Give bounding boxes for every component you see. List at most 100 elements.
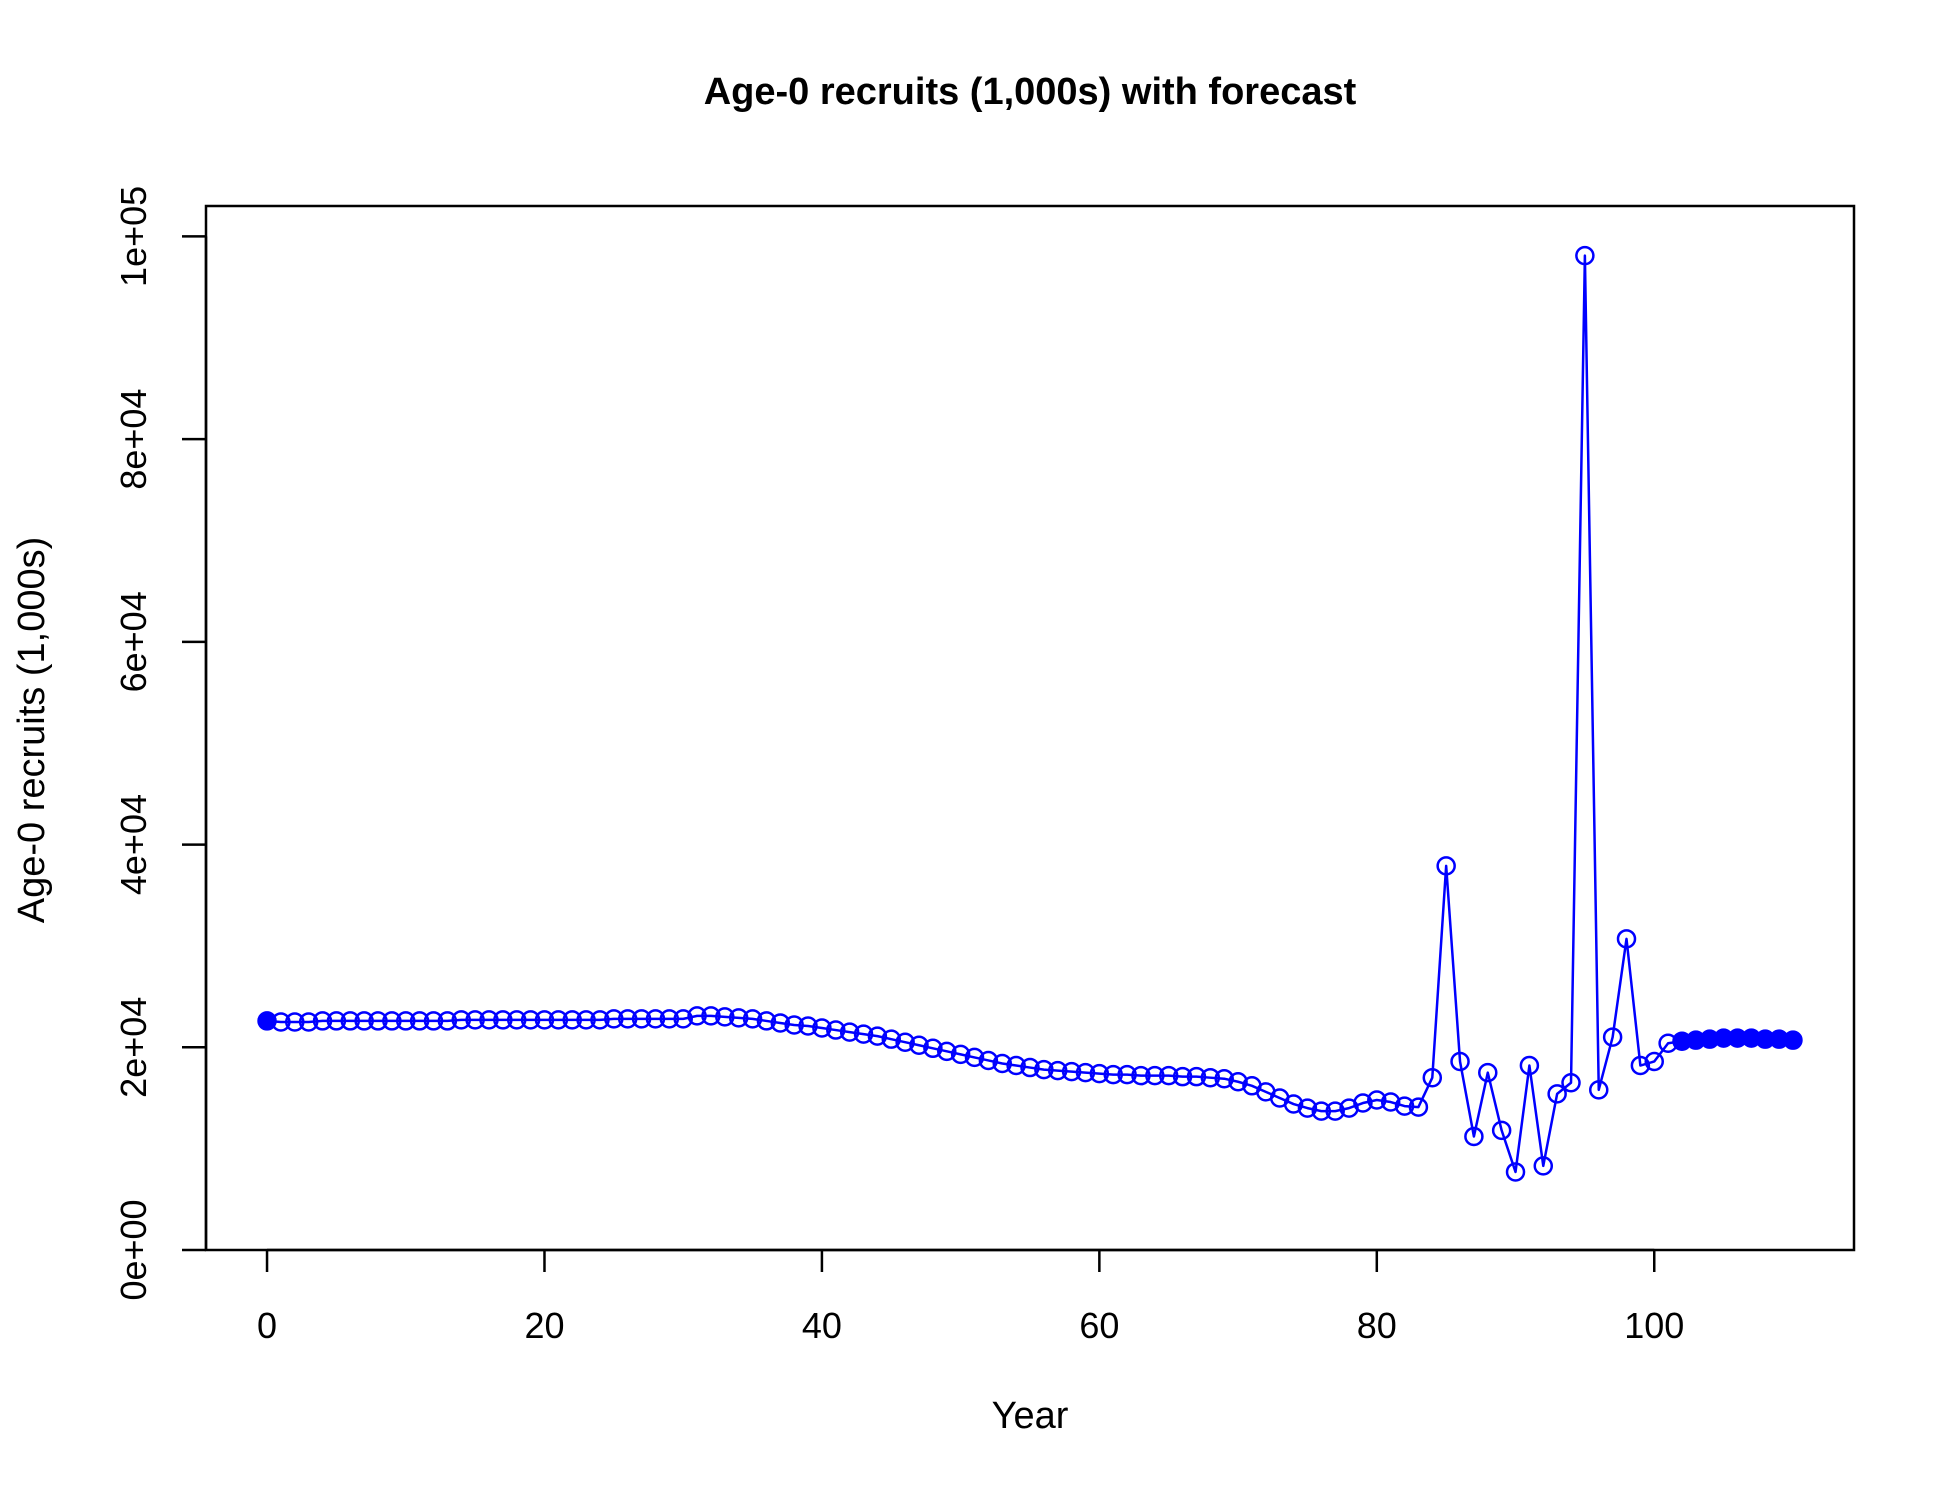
data-point [1325,1101,1345,1121]
data-point [756,1011,777,1031]
data-point [271,1012,291,1032]
data-point [1283,1094,1304,1114]
data-point [617,1009,638,1029]
data-point [590,1010,610,1030]
data-point [742,1009,763,1029]
data-point [409,1011,430,1031]
data-point [1353,1093,1373,1113]
data-point [1172,1066,1193,1087]
data-point [881,1029,902,1049]
data-series [257,245,1803,1182]
x-tick-label: 60 [1079,1305,1119,1346]
data-point [562,1010,582,1030]
data-point [479,1010,499,1030]
data-point [1630,1055,1651,1076]
data-point [701,1006,721,1026]
x-axis: 0 20 40 60 80 100 [257,1248,1684,1346]
data-point [506,1010,527,1030]
data-point [1061,1061,1082,1082]
x-tick-label: 80 [1357,1305,1397,1346]
data-point [382,1011,402,1031]
data-point [285,1012,305,1032]
data-point [604,1009,624,1029]
data-point [1117,1064,1137,1085]
x-tick-label: 100 [1624,1305,1684,1346]
data-point [1214,1068,1234,1089]
data-point [1020,1057,1040,1078]
data-point [798,1016,818,1036]
data-point [1561,1073,1581,1093]
x-tick-label: 0 [257,1305,277,1346]
data-point [1519,1055,1540,1076]
data-point [1311,1101,1332,1121]
data-point [423,1011,444,1031]
data-point [1464,1126,1484,1147]
chart-title: Age-0 recruits (1,000s) with forecast [704,71,1357,113]
data-point [909,1035,929,1056]
data-point [326,1011,347,1031]
data-point [978,1050,999,1071]
data-point [465,1010,485,1030]
data-point [548,1010,569,1030]
data-point [1644,1051,1664,1072]
y-axis: 0e+00 2e+04 4e+04 6e+04 8e+04 1e+05 [113,186,208,1301]
y-tick-label: 4e+04 [113,794,154,895]
data-point [396,1011,416,1031]
data-point [1533,1156,1554,1176]
data-point [1158,1065,1179,1086]
data-point [1186,1066,1207,1087]
data-point [1602,1027,1623,1047]
data-point [1616,929,1637,949]
data-point [853,1024,874,1044]
data-point [645,1009,666,1029]
data-point [1422,1067,1443,1088]
data-point [1547,1084,1567,1104]
x-tick-label: 20 [524,1305,564,1346]
data-point [1131,1065,1151,1086]
data-point [1006,1055,1026,1076]
data-point [1380,1092,1401,1112]
data-point [1200,1067,1221,1088]
data-point [1367,1090,1387,1110]
data-point [368,1011,388,1031]
data-point [839,1022,860,1042]
data-point [659,1009,680,1029]
x-axis-label: Year [992,1395,1069,1437]
data-point [354,1011,374,1031]
data-point [770,1013,791,1033]
y-axis-label: Age-0 recruits (1,000s) [11,537,53,924]
data-point [1491,1120,1512,1141]
data-point [923,1038,943,1059]
data-point [1450,1051,1470,1072]
data-point [826,1020,846,1040]
data-point [895,1032,915,1052]
data-point [950,1044,971,1065]
data-point [1145,1065,1165,1086]
data-point [964,1047,985,1068]
y-tick-label: 0e+00 [113,1199,154,1300]
data-point [1228,1071,1248,1092]
y-tick-label: 6e+04 [113,591,154,692]
data-point [1034,1059,1054,1080]
y-tick-label: 8e+04 [113,389,154,490]
data-point [534,1010,555,1030]
data-point [1478,1062,1498,1083]
data-point [437,1011,458,1031]
data-point [937,1041,957,1062]
data-point [1297,1098,1318,1118]
data-point [340,1011,361,1031]
data-point [812,1018,832,1038]
data-point [451,1010,471,1030]
data-point [784,1015,804,1035]
forecast-point [257,1011,277,1031]
data-point [1505,1162,1526,1182]
data-point [867,1026,888,1046]
data-point [1075,1062,1096,1083]
data-point [1589,1080,1609,1100]
data-point [728,1008,749,1028]
y-tick-label: 1e+05 [113,186,154,287]
data-point [992,1053,1013,1074]
data-point [1394,1096,1415,1116]
data-point [1103,1064,1123,1085]
